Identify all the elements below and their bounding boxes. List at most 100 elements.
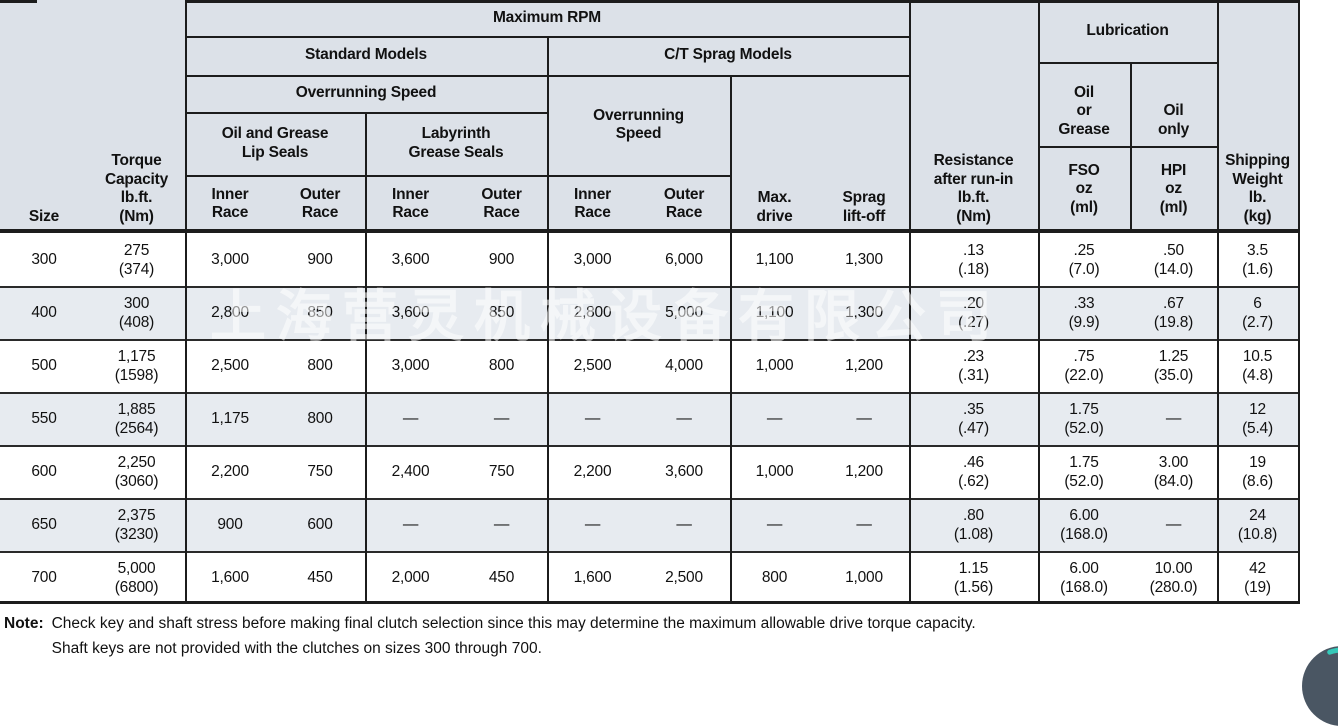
- cell-max-drive: —: [766, 516, 783, 533]
- header-sprag-outer-race: Outer Race: [663, 185, 705, 222]
- cell-hpi: —: [1165, 410, 1182, 427]
- cell-size: 600: [31, 463, 57, 480]
- header-oil-or-grease: Oil or Grease: [1058, 83, 1110, 138]
- header-lubrication: Lubrication: [1086, 21, 1169, 39]
- cell-max-drive: 1,100: [755, 304, 794, 321]
- cell-labyrinth-inner-race: 3,000: [391, 357, 430, 374]
- footnote-line2: Shaft keys are not provided with the clu…: [51, 640, 542, 657]
- table-header: Size Torque Capacity lb.ft. (Nm) Maximum…: [0, 0, 1298, 233]
- cell-sprag-inner-race: 2,500: [573, 357, 612, 374]
- cell-fso: .33 (9.9): [1068, 294, 1100, 331]
- cell-max-drive: 1,000: [755, 357, 794, 374]
- widget-progress-arc: [1327, 647, 1338, 655]
- cell-shipping-weight: 24 (10.8): [1237, 506, 1278, 543]
- table-row: 650 2,375 (3230) 900 600 — — — — — — .80…: [0, 498, 1298, 551]
- cell-resistance: .20 (.27): [958, 294, 989, 331]
- cell-shipping-weight: 42 (19): [1244, 559, 1271, 596]
- cell-sprag-lift-off: 1,200: [845, 357, 883, 374]
- cell-fso: 1.75 (52.0): [1064, 453, 1104, 490]
- cell-labyrinth-inner-race: 2,400: [391, 463, 430, 480]
- header-og-outer-race: Outer Race: [299, 185, 341, 222]
- cell-sprag-inner-race: 2,200: [573, 463, 612, 480]
- header-standard-models: Standard Models: [305, 46, 427, 64]
- header-oil-only: Oil only: [1157, 102, 1190, 138]
- header-lab-inner-race: Inner Race: [392, 185, 429, 222]
- cell-sprag-outer-race: —: [676, 516, 692, 533]
- cell-lipseal-outer-race: 800: [307, 357, 333, 374]
- cell-max-drive: 1,100: [755, 251, 794, 268]
- cell-lipseal-outer-race: 750: [307, 463, 333, 480]
- cell-torque-capacity: 300 (408): [118, 294, 155, 331]
- cell-torque-capacity: 5,000 (6800): [114, 559, 159, 596]
- cell-labyrinth-outer-race: 750: [488, 463, 515, 480]
- chat-widget-button[interactable]: [1302, 646, 1338, 726]
- cell-fso: .25 (7.0): [1068, 241, 1100, 278]
- footnote: Note: Check key and shaft stress before m…: [4, 611, 976, 661]
- table-body: 300 275 (374) 3,000 900 3,600 900 3,000 …: [0, 233, 1298, 604]
- footnote-line1: Check key and shaft stress before making…: [51, 615, 976, 632]
- cell-lipseal-inner-race: 1,600: [211, 569, 249, 586]
- cell-fso: 6.00 (168.0): [1060, 506, 1108, 543]
- cell-size: 700: [31, 569, 57, 586]
- cell-lipseal-outer-race: 900: [307, 251, 333, 268]
- cell-labyrinth-inner-race: —: [402, 516, 419, 533]
- cell-hpi: 3.00 (84.0): [1153, 453, 1194, 490]
- header-max-drive: Max. drive: [756, 189, 793, 225]
- cell-hpi: 1.25 (35.0): [1153, 347, 1194, 384]
- cell-labyrinth-outer-race: —: [493, 516, 510, 533]
- cell-lipseal-outer-race: 600: [307, 516, 333, 533]
- header-overrunning-speed-standard: Overrunning Speed: [295, 84, 437, 102]
- table-row: 550 1,885 (2564) 1,175 800 — — — — — — .…: [0, 392, 1298, 445]
- header-torque-capacity: Torque Capacity lb.ft. (Nm): [104, 152, 168, 225]
- cell-labyrinth-inner-race: 3,600: [391, 304, 430, 321]
- header-fso: FSO oz (ml): [1068, 161, 1100, 216]
- cell-hpi: .67 (19.8): [1153, 294, 1194, 331]
- table-row: 400 300 (408) 2,800 850 3,600 850 2,800 …: [0, 286, 1298, 339]
- cell-size: 500: [31, 357, 57, 374]
- cell-hpi: 10.00 (280.0): [1149, 559, 1198, 596]
- cell-torque-capacity: 275 (374): [118, 241, 155, 278]
- cell-sprag-lift-off: 1,200: [845, 463, 883, 480]
- cell-sprag-lift-off: 1,000: [845, 569, 883, 586]
- cell-labyrinth-outer-race: 850: [488, 304, 515, 321]
- cell-size: 650: [31, 516, 57, 533]
- header-size: Size: [28, 207, 60, 225]
- cell-sprag-lift-off: —: [856, 410, 872, 427]
- cell-hpi: —: [1165, 516, 1182, 533]
- cell-shipping-weight: 6 (2.7): [1242, 294, 1273, 331]
- cell-labyrinth-outer-race: 900: [488, 251, 515, 268]
- cell-size: 550: [31, 410, 57, 427]
- cell-fso: .75 (22.0): [1064, 347, 1104, 384]
- header-maximum-rpm: Maximum RPM: [492, 8, 602, 26]
- cell-lipseal-outer-race: 850: [307, 304, 333, 321]
- header-shipping-weight: Shipping Weight lb. (kg): [1225, 152, 1290, 225]
- cell-labyrinth-inner-race: 2,000: [391, 569, 430, 586]
- header-ct-sprag-models: C/T Sprag Models: [664, 46, 792, 64]
- cell-fso: 1.75 (52.0): [1064, 400, 1104, 437]
- header-hpi: HPI oz (ml): [1159, 161, 1188, 216]
- cell-max-drive: 800: [761, 569, 788, 586]
- cell-lipseal-inner-race: 3,000: [211, 251, 249, 268]
- header-lab-outer-race: Outer Race: [481, 185, 522, 222]
- header-sprag-lift-off: Sprag lift-off: [842, 189, 886, 225]
- header-labyrinth-grease-seals: Labyrinth Grease Seals: [408, 125, 504, 161]
- header-oil-grease-lip-seals: Oil and Grease Lip Seals: [221, 125, 329, 161]
- header-resistance-after-run-in: Resistance after run-in lb.ft. (Nm): [933, 152, 1014, 225]
- cell-sprag-inner-race: —: [584, 410, 601, 427]
- cell-resistance: .46 (.62): [958, 453, 989, 490]
- cell-resistance: .35 (.47): [958, 400, 989, 437]
- cell-labyrinth-inner-race: 3,600: [391, 251, 430, 268]
- cell-shipping-weight: 19 (8.6): [1242, 453, 1273, 490]
- cell-sprag-inner-race: 2,800: [573, 304, 612, 321]
- cell-max-drive: 1,000: [755, 463, 794, 480]
- cell-shipping-weight: 12 (5.4): [1242, 400, 1273, 437]
- table-row: 700 5,000 (6800) 1,600 450 2,000 450 1,6…: [0, 551, 1298, 604]
- cell-lipseal-inner-race: 2,500: [211, 357, 249, 374]
- cell-labyrinth-outer-race: —: [493, 410, 510, 427]
- cell-sprag-lift-off: 1,300: [845, 304, 883, 321]
- cell-shipping-weight: 10.5 (4.8): [1242, 347, 1273, 384]
- cell-sprag-inner-race: —: [584, 516, 601, 533]
- cell-sprag-outer-race: —: [676, 410, 692, 427]
- header-overrunning-speed-sprag: Overrunning Speed: [593, 106, 684, 143]
- cell-lipseal-inner-race: 900: [217, 516, 243, 533]
